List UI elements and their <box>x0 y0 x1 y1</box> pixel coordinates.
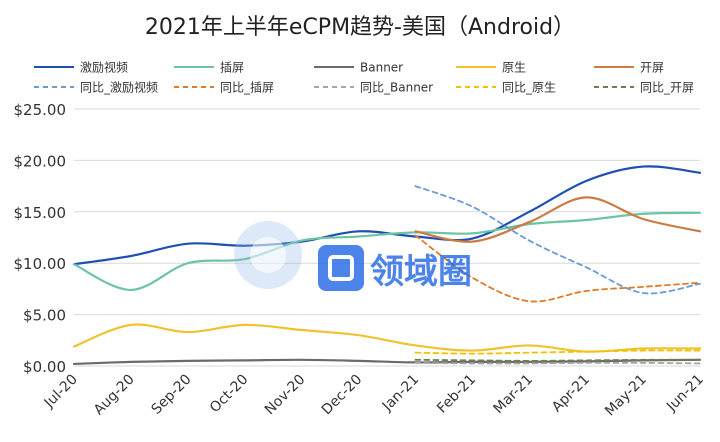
watermark: 领域圈 <box>234 221 472 292</box>
legend-label: 同比_原生 <box>502 81 556 95</box>
legend-label: 激励视频 <box>80 60 128 75</box>
series-line-0 <box>72 165 702 266</box>
series-line-5 <box>414 185 701 295</box>
x-axis: Jul-20 Aug-20 Sep-20 Oct-20 Nov-20 Dec-20 Jan-… <box>41 372 707 420</box>
x-tick-label: Sep-20 <box>148 372 194 418</box>
y-tick-label: $5.00 <box>23 307 66 325</box>
watermark-logo-square-inner-icon <box>328 255 354 281</box>
x-tick-label: Feb-21 <box>434 372 479 417</box>
y-tick-label: $10.00 <box>14 255 67 273</box>
legend-label: 开屏 <box>640 61 664 75</box>
chart-title: 2021年上半年eCPM趋势-美国（Android） <box>145 15 575 40</box>
y-tick-label: $0.00 <box>23 358 66 376</box>
y-tick-label: $25.00 <box>14 101 67 119</box>
grid <box>74 108 700 367</box>
watermark-logo-square-icon <box>318 245 364 291</box>
legend-label: 同比_激励视频 <box>80 80 158 95</box>
y-axis: $0.00 $5.00 $10.00 $15.00 $20.00 $25.00 <box>14 101 67 376</box>
y-tick-label: $20.00 <box>14 152 67 170</box>
legend-label: Banner <box>360 61 403 75</box>
x-tick-label: Jul-20 <box>41 372 81 412</box>
x-tick-label: Aug-20 <box>91 372 138 419</box>
x-tick-label: Oct-20 <box>207 372 252 417</box>
x-tick-label: Apr-21 <box>549 372 593 416</box>
series-lines <box>72 165 702 366</box>
watermark-logo-inner-icon <box>250 237 286 273</box>
series-line-3 <box>72 323 702 353</box>
legend-label: 同比_插屏 <box>220 81 274 95</box>
x-tick-label: Jan-21 <box>379 372 422 415</box>
series-line-2 <box>72 358 702 366</box>
legend-label: 同比_Banner <box>360 81 433 95</box>
legend-label: 插屏 <box>220 61 244 75</box>
x-tick-label: May-21 <box>602 372 650 420</box>
series-line-1 <box>72 211 702 292</box>
x-tick-label: Nov-20 <box>262 372 309 419</box>
x-tick-label: Jun-21 <box>663 372 707 416</box>
y-tick-label: $15.00 <box>14 204 67 222</box>
x-tick-label: Mar-21 <box>491 372 537 418</box>
legend-label: 同比_开屏 <box>640 81 694 95</box>
series-line-4 <box>414 196 702 243</box>
x-tick-label: Dec-20 <box>319 372 366 419</box>
series-line-6 <box>414 234 701 303</box>
legend-label: 原生 <box>502 61 526 75</box>
watermark-text: 领域圈 <box>370 252 472 292</box>
